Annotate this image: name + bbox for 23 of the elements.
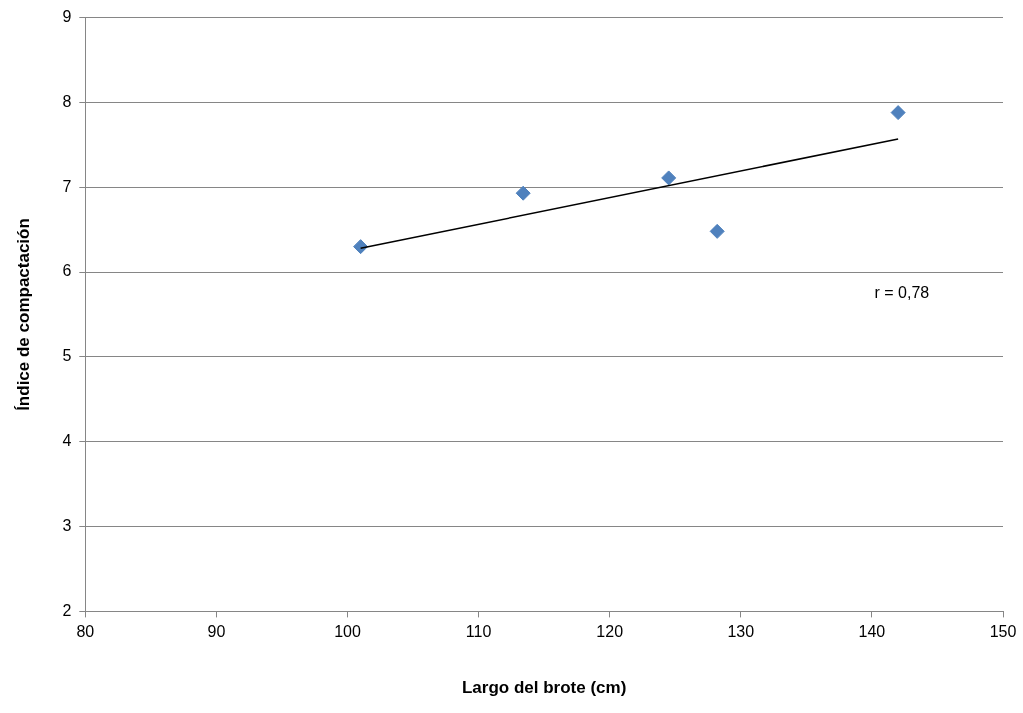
y-tick-label: 7 — [62, 177, 72, 195]
y-tick-label: 8 — [62, 92, 72, 110]
x-tick-label: 90 — [207, 623, 226, 641]
x-tick-label: 120 — [596, 623, 624, 641]
y-tick-label: 2 — [62, 601, 72, 619]
point — [515, 185, 531, 201]
point — [890, 105, 906, 121]
point — [661, 170, 677, 186]
x-tick-label: 80 — [76, 623, 95, 641]
x-axis-title: Largo del brote (cm) — [461, 678, 627, 698]
x-tick-label: 100 — [334, 623, 361, 641]
annotation: r = 0,78 — [874, 284, 930, 302]
y-tick-label: 9 — [62, 8, 72, 26]
x-tick-label: 140 — [858, 623, 886, 641]
y-tick-label: 5 — [62, 347, 72, 365]
y-tick-label: 3 — [62, 516, 72, 534]
y-axis-title: Índice de compactación — [13, 218, 33, 411]
x-tick-label: 130 — [727, 623, 755, 641]
x-tick-label: 150 — [989, 623, 1017, 641]
point — [709, 223, 725, 239]
y-tick-label: 6 — [62, 262, 72, 280]
y-tick-label: 4 — [62, 432, 72, 450]
x-tick-label: 110 — [465, 623, 492, 641]
